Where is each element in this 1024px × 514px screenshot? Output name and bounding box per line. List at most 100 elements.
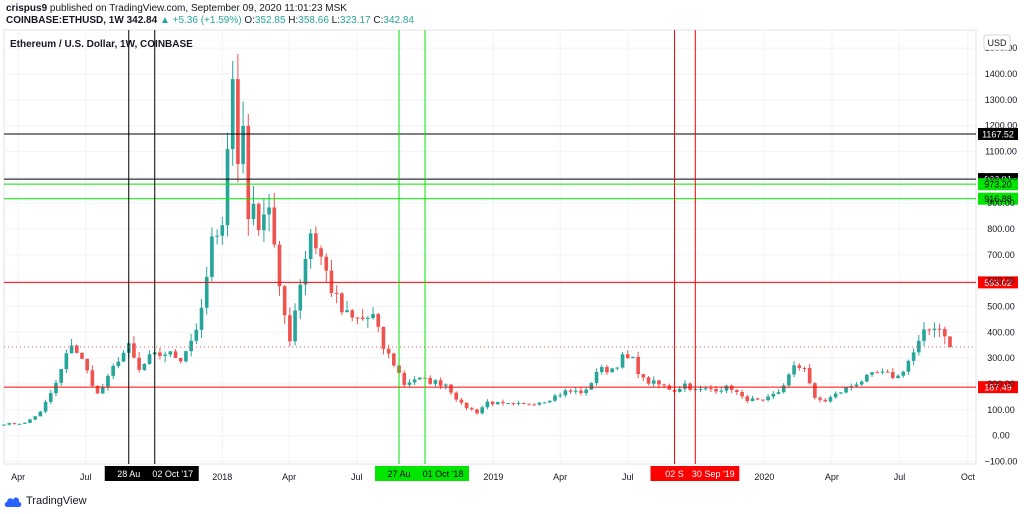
candle-body xyxy=(267,207,271,215)
symbol-label: COINBASE:ETHUSD, 1W xyxy=(6,15,124,26)
candle-body xyxy=(563,390,568,396)
candle-body xyxy=(885,371,890,373)
y-tick-label: 1200.00 xyxy=(985,121,1018,131)
candle-body xyxy=(59,369,63,383)
low-label: L: xyxy=(331,15,341,26)
candle-body xyxy=(418,377,422,380)
candle-body xyxy=(792,365,796,375)
candle-body xyxy=(480,407,485,414)
candle-body xyxy=(74,345,79,353)
candle-body xyxy=(553,395,557,401)
candle-body xyxy=(33,416,38,420)
candle-body xyxy=(158,352,162,356)
candle-body xyxy=(521,403,526,405)
x-tick-label: Oct xyxy=(961,472,976,482)
horizontal-level-label: 593.02 xyxy=(984,278,1012,288)
y-tick-label: 700.00 xyxy=(987,250,1015,260)
candle-body xyxy=(376,314,381,327)
last-price: 342.84 xyxy=(126,15,158,26)
candle-body xyxy=(2,424,6,426)
y-tick-label: 900.00 xyxy=(987,198,1015,208)
candle-body xyxy=(651,380,656,384)
candle-body xyxy=(677,388,682,392)
candle-body xyxy=(625,354,630,359)
candle-body xyxy=(272,207,277,245)
candle-body xyxy=(433,380,438,384)
candle-body xyxy=(927,329,932,331)
candle-body xyxy=(948,336,952,348)
symbol-info: COINBASE:ETHUSD, 1W 342.84 ▲ +5.36 (+1.5… xyxy=(6,15,414,26)
candle-body xyxy=(942,329,947,337)
candle-body xyxy=(698,388,703,390)
candle-body xyxy=(350,310,355,318)
candles xyxy=(2,53,952,426)
candle-body xyxy=(121,352,126,362)
candle-body xyxy=(204,276,209,308)
tradingview-brand-text: TradingView xyxy=(26,495,87,507)
candle-body xyxy=(324,256,329,271)
candle-body xyxy=(402,372,407,385)
currency-badge[interactable] xyxy=(983,34,1011,51)
candle-body xyxy=(64,353,69,370)
y-tick-label: 500.00 xyxy=(987,301,1015,311)
candle-body xyxy=(194,329,199,341)
x-tick-label: Apr xyxy=(11,472,25,482)
candle-body xyxy=(880,371,885,373)
candle-body xyxy=(610,368,614,373)
candle-body xyxy=(875,372,880,374)
candle-body xyxy=(17,423,22,425)
candle-body xyxy=(345,310,349,313)
horizontal-level-label: 1167.52 xyxy=(982,129,1014,139)
candle-body xyxy=(246,125,251,220)
candle-body xyxy=(412,379,417,383)
candle-body xyxy=(615,367,620,369)
candle-body xyxy=(366,317,370,320)
candle-body xyxy=(917,340,921,353)
vertical-lines: 28 Au 02 Oct '17 27 Au 01 Oct '18 02 S 30 Sep… xyxy=(104,30,740,481)
candle-body xyxy=(870,372,874,375)
candle-body xyxy=(594,371,599,384)
candle-body xyxy=(319,248,323,257)
candle-body xyxy=(111,365,115,376)
x-tick-label: Apr xyxy=(553,472,567,482)
vertical-date-label: 27 Au xyxy=(388,469,411,479)
author-name[interactable]: crispus9 xyxy=(6,3,48,14)
candle-body xyxy=(215,235,219,237)
time-axis[interactable]: Apr Jul 2018 Apr Jul 2019 Apr Jul 2020 Apr Jul Oct xyxy=(11,472,975,482)
candle-body xyxy=(459,399,464,403)
candle-body xyxy=(729,385,734,390)
x-tick-label: Jul xyxy=(80,472,92,482)
chart-header: crispus9 published on TradingView.com, S… xyxy=(0,0,1024,30)
candle-body xyxy=(225,149,230,226)
candle-body xyxy=(443,384,448,386)
candle-body xyxy=(620,354,625,368)
candle-body xyxy=(173,351,178,358)
vertical-date-label: 30 Sep '19 xyxy=(692,469,735,479)
candle-body xyxy=(392,353,396,366)
vertical-date-badge xyxy=(104,466,199,481)
y-tick-label: 200.00 xyxy=(987,379,1015,389)
candle-body xyxy=(724,385,729,391)
candle-body xyxy=(599,367,604,372)
horizontal-level-label: 187.49 xyxy=(984,383,1012,393)
candle-body xyxy=(802,367,807,369)
candle-body xyxy=(28,419,32,423)
y-tick-label: 300.00 xyxy=(987,353,1015,363)
candle-body xyxy=(340,293,344,313)
price-change: ▲ +5.36 (+1.59%) xyxy=(159,15,242,26)
candle-body xyxy=(360,317,365,320)
candle-body xyxy=(168,351,173,355)
candle-body xyxy=(116,361,121,366)
candle-body xyxy=(449,384,453,393)
price-axis[interactable]: −100.00 0.00 100.00 200.00 300.00 400.00 500.0… xyxy=(985,43,1018,466)
close-value: 342.84 xyxy=(383,15,414,26)
candle-body xyxy=(506,403,511,405)
candle-body xyxy=(662,384,666,386)
candle-body xyxy=(750,398,755,402)
tradingview-logo[interactable]: TradingView xyxy=(4,492,87,510)
candle-body xyxy=(38,411,43,417)
candle-body xyxy=(293,310,297,342)
candle-body xyxy=(891,372,895,379)
y-tick-label: 1300.00 xyxy=(985,95,1018,105)
